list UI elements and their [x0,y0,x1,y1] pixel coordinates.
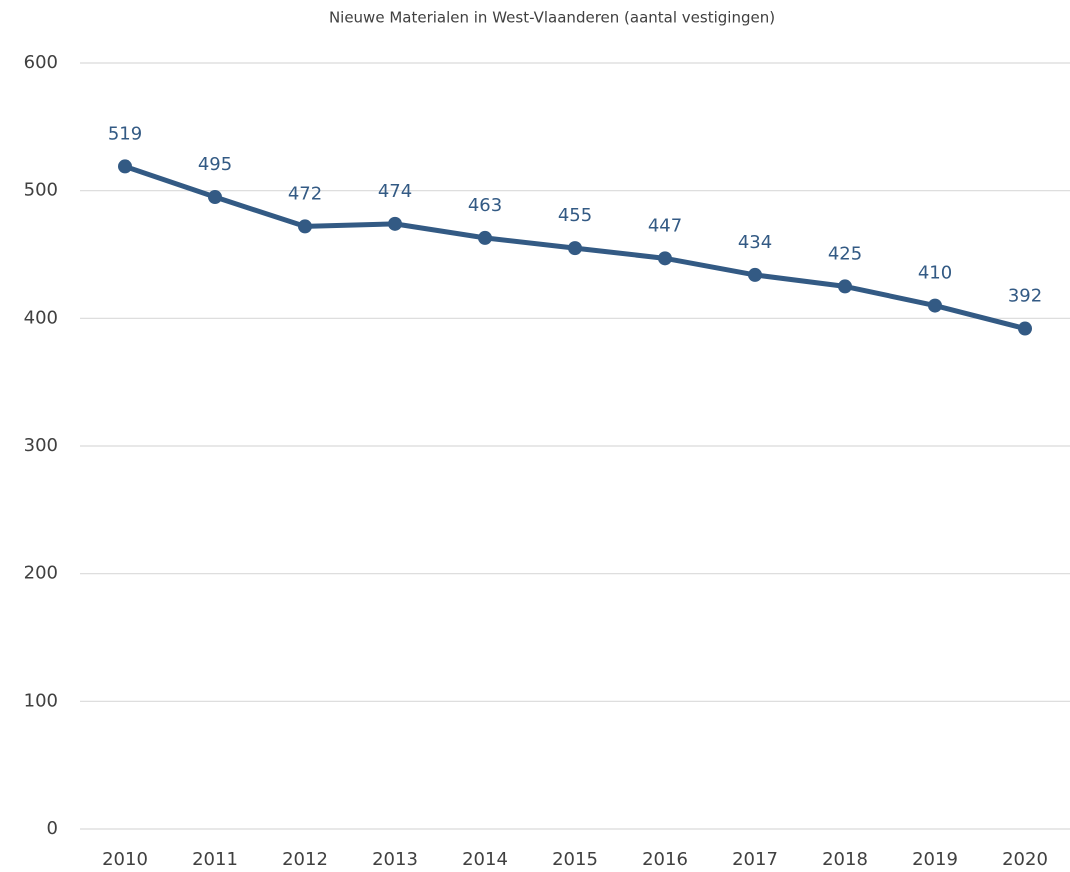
y-tick-label: 400 [24,307,58,328]
x-tick-label: 2016 [642,849,688,870]
y-tick-label: 100 [24,690,58,711]
x-tick-label: 2015 [552,849,598,870]
marker [478,230,492,245]
y-tick-label: 300 [24,435,58,456]
data-label: 519 [108,123,142,144]
data-label: 425 [828,243,862,264]
x-tick-label: 2017 [732,849,778,870]
data-label: 495 [198,154,232,175]
data-label: 463 [468,195,502,216]
x-tick-label: 2011 [192,849,238,870]
data-label: 474 [378,181,412,202]
data-label: 392 [1008,286,1042,307]
marker [298,219,312,234]
x-tick-label: 2020 [1002,849,1048,870]
y-tick-label: 200 [24,563,58,584]
y-tick-label: 500 [24,180,58,201]
x-tick-label: 2012 [282,849,328,870]
marker [388,216,402,231]
marker [928,298,942,313]
data-label: 434 [738,232,772,253]
chart-title: Nieuwe Materialen in West-Vlaanderen (aa… [329,9,775,27]
x-tick-label: 2010 [102,849,148,870]
data-label: 455 [558,205,592,226]
marker [838,279,852,294]
marker [658,251,672,266]
marker [1018,321,1032,336]
x-tick-label: 2013 [372,849,418,870]
x-tick-label: 2014 [462,849,508,870]
marker [208,190,222,205]
x-tick-label: 2018 [822,849,868,870]
marker [568,241,582,256]
data-label: 472 [288,183,322,204]
data-label: 410 [918,263,952,284]
marker [748,267,762,282]
data-label: 447 [648,215,682,236]
marker [118,159,132,174]
x-tick-label: 2019 [912,849,958,870]
y-tick-label: 0 [47,818,58,839]
y-tick-label: 600 [24,52,58,73]
